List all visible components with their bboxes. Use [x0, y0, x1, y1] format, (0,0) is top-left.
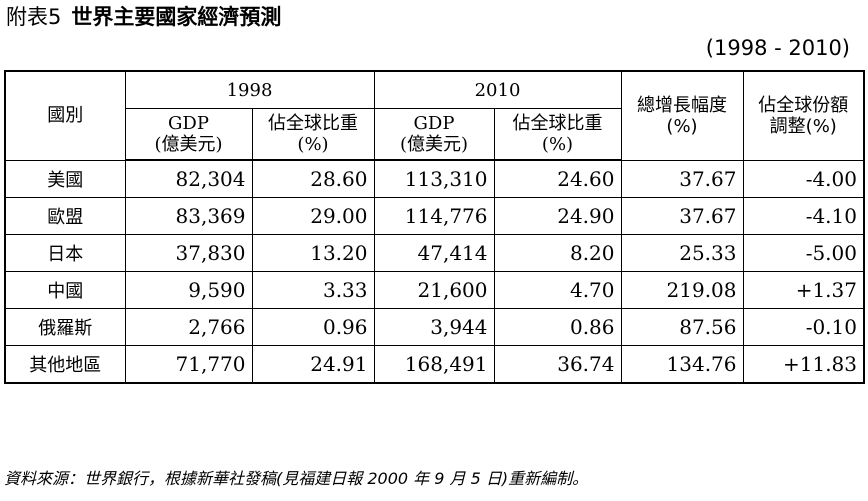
country-name: 歐盟 — [4, 197, 126, 235]
header-gdp-2010: GDP (億美元) — [373, 108, 495, 161]
header-total-growth: 總增長幅度 (%) — [620, 70, 744, 161]
table-title: 附表5 世界主要國家經濟預測 — [6, 2, 281, 32]
share-2010-cell: 8.20 — [493, 234, 622, 272]
table-row: 歐盟 83,369 29.00 114,776 24.90 37.67 -4.1… — [4, 197, 865, 235]
country-name: 俄羅斯 — [4, 308, 126, 346]
country-name: 日本 — [4, 234, 126, 272]
header-country: 國別 — [4, 70, 126, 161]
adjust-cell: -5.00 — [742, 234, 865, 272]
gdp-2010-cell: 114,776 — [373, 197, 495, 235]
growth-cell: 25.33 — [620, 234, 744, 272]
growth-cell: 87.56 — [620, 308, 744, 346]
gdp-1998-cell: 37,830 — [124, 234, 253, 272]
growth-cell: 37.67 — [620, 159, 744, 198]
share-1998-cell: 13.20 — [251, 234, 375, 272]
share-2010-cell: 24.90 — [493, 197, 622, 235]
table-row: 中國 9,590 3.33 21,600 4.70 219.08 +1.37 — [4, 271, 865, 309]
share-1998-cell: 24.91 — [251, 345, 375, 384]
table-row: 日本 37,830 13.20 47,414 8.20 25.33 -5.00 — [4, 234, 865, 272]
gdp-1998-cell: 71,770 — [124, 345, 253, 384]
header-year-2010: 2010 — [373, 70, 622, 109]
source-note: 資料來源：世界銀行，根據新華社發稿(見福建日報 2000 年 9 月 5 日)重… — [4, 469, 589, 488]
share-2010-cell: 36.74 — [493, 345, 622, 384]
table-number: 附表5 — [6, 5, 62, 29]
gdp-2010-cell: 47,414 — [373, 234, 495, 272]
share-2010-cell: 4.70 — [493, 271, 622, 309]
country-name: 其他地區 — [4, 345, 126, 384]
period-label: (1998 - 2010) — [705, 36, 850, 60]
adjust-cell: +11.83 — [742, 345, 865, 384]
gdp-2010-cell: 168,491 — [373, 345, 495, 384]
gdp-2010-cell: 113,310 — [373, 159, 495, 198]
country-name: 美國 — [4, 159, 126, 198]
table-row: 其他地區 71,770 24.91 168,491 36.74 134.76 +… — [4, 345, 865, 384]
share-2010-cell: 24.60 — [493, 159, 622, 198]
gdp-1998-cell: 82,304 — [124, 159, 253, 198]
growth-cell: 134.76 — [620, 345, 744, 384]
header-share-2010: 佔全球比重 (%) — [493, 108, 622, 161]
table-title-text: 世界主要國家經濟預測 — [71, 5, 282, 29]
share-1998-cell: 0.96 — [251, 308, 375, 346]
gdp-1998-cell: 9,590 — [124, 271, 253, 309]
growth-cell: 37.67 — [620, 197, 744, 235]
table-row: 俄羅斯 2,766 0.96 3,944 0.86 87.56 -0.10 — [4, 308, 865, 346]
adjust-cell: -0.10 — [742, 308, 865, 346]
share-1998-cell: 3.33 — [251, 271, 375, 309]
table-row: 美國 82,304 28.60 113,310 24.60 37.67 -4.0… — [4, 159, 865, 198]
share-2010-cell: 0.86 — [493, 308, 622, 346]
adjust-cell: -4.10 — [742, 197, 865, 235]
header-gdp-1998: GDP (億美元) — [124, 108, 253, 161]
header-year-1998: 1998 — [124, 70, 375, 109]
share-1998-cell: 29.00 — [251, 197, 375, 235]
gdp-1998-cell: 83,369 — [124, 197, 253, 235]
forecast-table: 國別 1998 2010 總增長幅度 (%) 佔全球份額 調整(%) GDP (… — [4, 70, 865, 384]
gdp-2010-cell: 3,944 — [373, 308, 495, 346]
country-name: 中國 — [4, 271, 126, 309]
gdp-2010-cell: 21,600 — [373, 271, 495, 309]
gdp-1998-cell: 2,766 — [124, 308, 253, 346]
share-1998-cell: 28.60 — [251, 159, 375, 198]
header-share-1998: 佔全球比重 (%) — [251, 108, 375, 161]
adjust-cell: -4.00 — [742, 159, 865, 198]
growth-cell: 219.08 — [620, 271, 744, 309]
adjust-cell: +1.37 — [742, 271, 865, 309]
header-share-adjust: 佔全球份額 調整(%) — [742, 70, 865, 161]
